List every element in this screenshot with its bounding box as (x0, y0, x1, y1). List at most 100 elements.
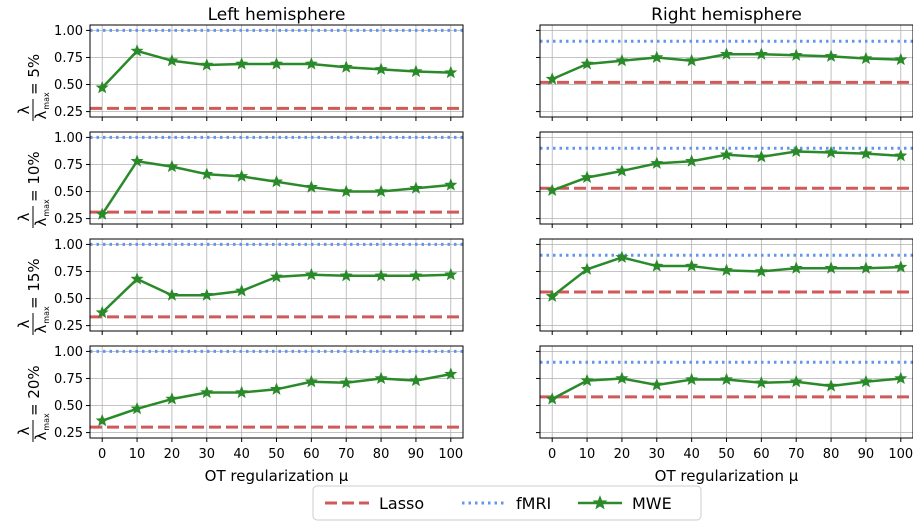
mwe-point (789, 374, 803, 388)
lambda-symbol: λ (15, 426, 33, 435)
mwe-point (720, 47, 733, 60)
mwe-point (650, 156, 664, 169)
mwe-point (545, 183, 559, 196)
mwe-point (754, 264, 768, 277)
mwe-point (374, 62, 388, 75)
mwe-point (615, 53, 629, 67)
mwe-point (894, 260, 908, 273)
mwe-point (270, 174, 283, 188)
mwe-point (685, 259, 699, 272)
legend: Lasso fMRI MWE (312, 485, 702, 521)
mwe-point (545, 72, 559, 85)
x-tick-label: 70 (788, 447, 805, 462)
mwe-point (824, 261, 838, 274)
max-subscript: max (42, 306, 51, 324)
mwe-point (444, 367, 458, 380)
panel-0-2: 0.25 0.50 0.75 1.00 (54, 238, 464, 335)
mwe-point (580, 373, 594, 387)
y-tick-label: 0.25 (54, 426, 83, 441)
mwe-point (165, 53, 179, 67)
mwe-point (304, 374, 318, 388)
legend-mwe-label: MWE (632, 494, 672, 513)
x-tick-label: 30 (649, 447, 666, 462)
legend-fmri-label: fMRI (516, 494, 551, 513)
y-tick-label: 1.00 (54, 131, 83, 146)
y-tick-label: 0.75 (54, 372, 83, 387)
x-tick-label: 20 (164, 447, 181, 462)
lambda-max-symbol: λ (32, 110, 50, 119)
x-tick-label: 0 (98, 447, 106, 462)
mwe-point (165, 392, 179, 405)
mwe-point (235, 57, 249, 70)
x-tick-label: 50 (718, 447, 735, 462)
panel-1-3: 0 10 20 30 40 50 60 70 80 90 100 (536, 345, 913, 462)
mwe-point (859, 51, 873, 65)
mwe-point (650, 378, 664, 391)
mwe-point (859, 261, 873, 274)
mwe-point (685, 53, 699, 67)
mwe-point (235, 284, 249, 297)
mwe-point (95, 80, 109, 94)
y-tick-label: 1.00 (54, 238, 83, 253)
x-tick-label: 20 (614, 447, 631, 462)
y-tick-label: 0.50 (54, 78, 83, 93)
row-percent-label: = 15% (25, 258, 43, 309)
mwe-point (444, 65, 458, 79)
x-tick-label: 90 (408, 447, 425, 462)
x-tick-label: 30 (199, 447, 216, 462)
mwe-point (200, 167, 214, 180)
mwe-point (824, 379, 838, 392)
panel-1-0 (536, 24, 913, 121)
lambda-max-symbol: λ (32, 217, 50, 226)
x-tick-label: 100 (888, 447, 913, 462)
mwe-point (754, 47, 768, 60)
x-tick-label: 60 (303, 447, 320, 462)
mwe-point (444, 178, 458, 191)
mwe-point (754, 150, 768, 163)
mwe-point (789, 48, 803, 61)
mwe-point (270, 270, 283, 283)
legend-mwe-marker (592, 495, 608, 510)
mwe-point (304, 267, 318, 281)
max-subscript: max (42, 92, 51, 110)
mwe-point (409, 181, 423, 194)
y-tick-label: 0.50 (54, 399, 83, 414)
mwe-point (95, 207, 109, 220)
mwe-point (789, 261, 803, 274)
mwe-point (130, 401, 144, 415)
mwe-point (650, 50, 664, 63)
column-title: Left hemisphere (208, 5, 346, 25)
mwe-point (685, 154, 699, 167)
x-tick-label: 0 (548, 447, 556, 462)
lambda-symbol: λ (15, 212, 33, 221)
row-percent-label: = 20% (25, 365, 43, 416)
mwe-point (270, 57, 283, 70)
mwe-point (374, 371, 388, 384)
mwe-point (130, 272, 144, 285)
x-tick-label: 70 (338, 447, 355, 462)
mwe-point (545, 392, 559, 405)
mwe-point (200, 385, 214, 399)
mwe-point (580, 262, 594, 275)
lambda-max-symbol: λ (32, 324, 50, 333)
mwe-point (409, 268, 423, 282)
mwe-point (580, 170, 594, 183)
mwe-point (650, 259, 664, 272)
mwe-point (374, 184, 388, 198)
x-tick-label: 40 (233, 447, 250, 462)
x-tick-label: 40 (683, 447, 700, 462)
mwe-point (270, 382, 283, 395)
mwe-point (720, 372, 733, 386)
mwe-point (374, 268, 388, 282)
legend-lasso-label: Lasso (379, 494, 424, 513)
mwe-point (235, 169, 249, 182)
mwe-point (754, 375, 768, 389)
y-tick-label: 0.75 (54, 265, 83, 280)
x-tick-label: 80 (823, 447, 840, 462)
mwe-point (615, 250, 629, 263)
y-tick-label: 1.00 (54, 345, 83, 360)
